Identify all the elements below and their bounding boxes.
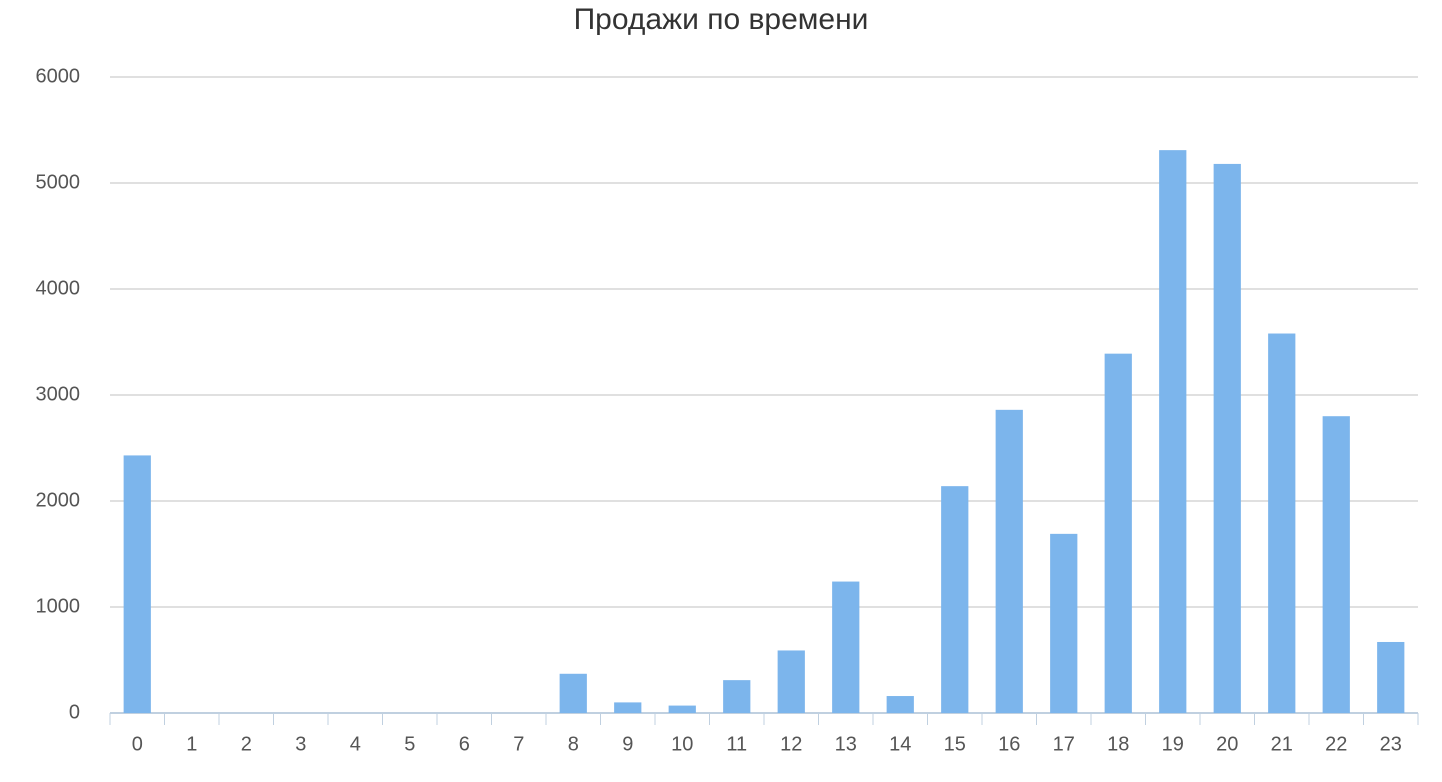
x-tick-label: 10 — [671, 733, 693, 755]
bar — [886, 696, 914, 713]
x-tick-label: 17 — [1053, 733, 1075, 755]
x-tick-label: 8 — [568, 733, 579, 755]
bar — [1213, 163, 1241, 714]
x-tick-label: 14 — [889, 733, 911, 755]
bar — [1268, 333, 1296, 713]
bar — [832, 581, 860, 713]
x-tick-label: 20 — [1216, 733, 1238, 755]
x-tick-label: 9 — [622, 733, 633, 755]
x-tick-label: 7 — [513, 733, 524, 755]
x-tick-label: 2 — [241, 733, 252, 755]
x-tick-label: 4 — [350, 733, 361, 755]
x-tick-label: 23 — [1380, 733, 1402, 755]
bar — [995, 409, 1023, 713]
x-tick-label: 15 — [944, 733, 966, 755]
y-tick-label: 2000 — [36, 489, 81, 511]
x-tick-label: 18 — [1107, 733, 1129, 755]
chart-title: Продажи по времени — [574, 3, 869, 36]
x-tick-label: 5 — [404, 733, 415, 755]
y-tick-label: 0 — [69, 701, 80, 723]
x-tick-label: 1 — [186, 733, 197, 755]
bar — [1322, 416, 1350, 713]
y-tick-label: 5000 — [36, 171, 81, 193]
bar — [941, 486, 969, 713]
x-tick-label: 12 — [780, 733, 802, 755]
bar — [559, 673, 587, 713]
bar — [777, 650, 805, 713]
bar — [1377, 641, 1405, 713]
x-tick-label: 0 — [132, 733, 143, 755]
y-tick-label: 3000 — [36, 383, 81, 405]
x-tick-label: 13 — [835, 733, 857, 755]
bar — [614, 702, 642, 713]
x-tick-label: 16 — [998, 733, 1020, 755]
bar — [123, 455, 151, 713]
x-tick-label: 22 — [1325, 733, 1347, 755]
x-tick-label: 21 — [1271, 733, 1293, 755]
x-tick-label: 6 — [459, 733, 470, 755]
x-tick-label: 11 — [726, 733, 747, 755]
bar — [1159, 150, 1187, 713]
bar — [1050, 533, 1078, 713]
y-tick-label: 1000 — [36, 595, 81, 617]
x-tick-label: 19 — [1162, 733, 1184, 755]
bar — [668, 705, 696, 713]
x-tick-label: 3 — [295, 733, 306, 755]
y-tick-label: 6000 — [36, 65, 81, 87]
y-tick-label: 4000 — [36, 277, 81, 299]
bar — [723, 680, 751, 713]
bar — [1104, 353, 1132, 713]
